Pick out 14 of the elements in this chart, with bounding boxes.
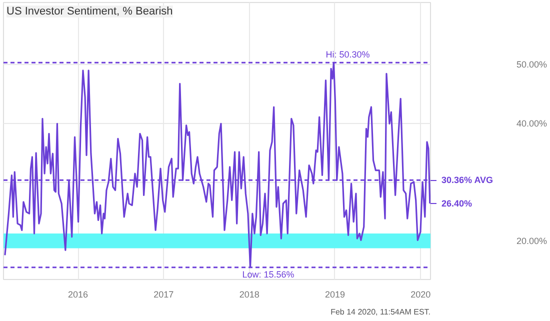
x-tick-label: 2019 <box>324 290 346 300</box>
y-tick-label: 40.00% <box>516 118 548 128</box>
x-tick-label: 2020 <box>410 290 431 300</box>
ref-line-label: Hi: 50.30% <box>326 50 370 60</box>
ref-line-label: 30.36% AVG <box>442 175 494 186</box>
x-tick-label: 2016 <box>68 290 88 300</box>
annotation: 26.40% <box>442 198 472 208</box>
ref-line-label: Low: 15.56% <box>242 269 294 280</box>
x-tick-label: 2018 <box>239 290 260 300</box>
x-tick-label: 2017 <box>154 290 174 300</box>
text: Feb 14 2020, 11:54AM EST. <box>330 308 431 316</box>
y-tick-label: 20.00% <box>516 236 548 246</box>
y-tick-label: 50.00% <box>516 59 548 70</box>
chart-title: US Investor Sentiment, % Bearish <box>6 6 173 18</box>
